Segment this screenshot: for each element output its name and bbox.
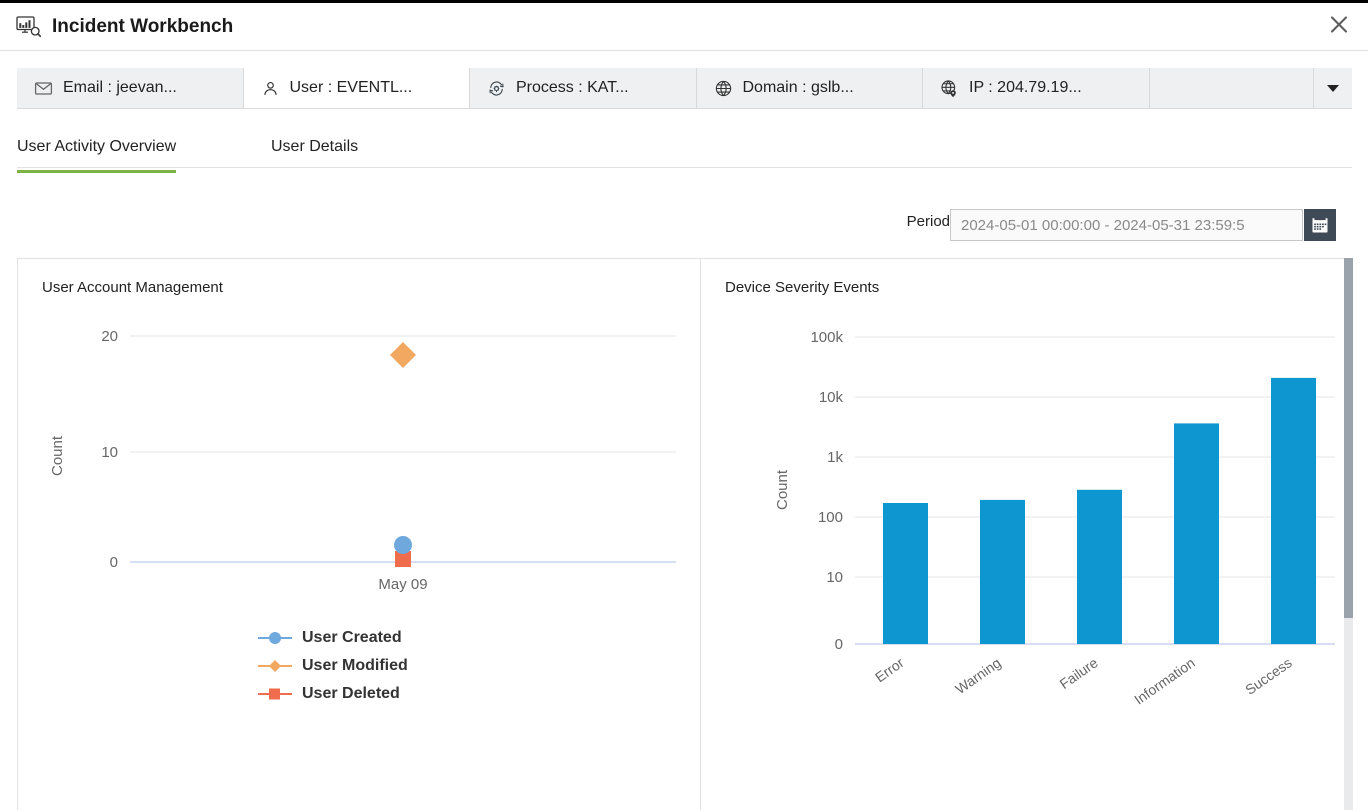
svg-text:Failure: Failure — [1056, 654, 1100, 692]
svg-text:10k: 10k — [819, 389, 844, 406]
svg-text:Count: Count — [774, 469, 791, 510]
svg-text:20: 20 — [101, 328, 118, 345]
svg-text:Warning: Warning — [952, 654, 1003, 697]
svg-text:Success: Success — [1242, 654, 1295, 697]
svg-text:10: 10 — [101, 444, 118, 461]
svg-text:Count: Count — [49, 435, 66, 476]
svg-text:0: 0 — [110, 554, 118, 571]
svg-text:10: 10 — [826, 569, 843, 586]
svg-text:Error: Error — [872, 654, 907, 685]
svg-text:May 09: May 09 — [378, 576, 427, 593]
svg-text:0: 0 — [835, 636, 843, 653]
svg-text:100k: 100k — [810, 329, 843, 346]
svg-text:100: 100 — [818, 509, 843, 526]
svg-text:Information: Information — [1131, 654, 1198, 707]
svg-text:1k: 1k — [827, 449, 843, 466]
